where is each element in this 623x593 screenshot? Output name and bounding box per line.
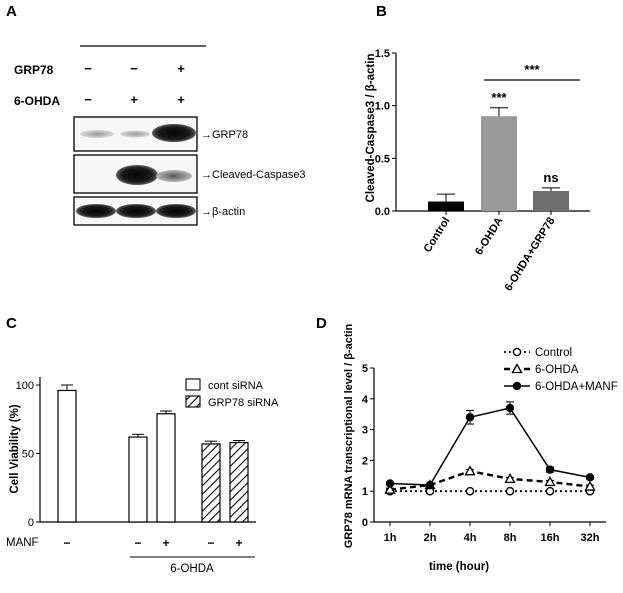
blot-label-beta-actin: →β-actin	[201, 206, 245, 218]
data-point	[464, 465, 476, 476]
manf-sign: −	[63, 536, 70, 550]
sign: +	[177, 61, 185, 76]
x-tick-label: 16h	[541, 532, 560, 544]
sign: +	[130, 92, 138, 107]
x-tick-label: 6-OHDA	[473, 215, 506, 257]
y-tick-label: 2	[362, 455, 368, 467]
panel-b: B Cleaved-Caspase3 / β-actin 0.0 0.5 1.0 1.…	[365, 3, 590, 293]
panel-label-c: C	[6, 315, 17, 332]
panel-label-a: A	[6, 3, 17, 20]
sign: −	[84, 92, 92, 107]
panel-label-b: B	[376, 3, 387, 20]
y-tick-label: 50	[22, 449, 34, 461]
band	[80, 130, 114, 138]
y-axis-label-c: Cell Viability (%)	[9, 404, 21, 493]
data-point	[545, 486, 555, 496]
panel-d: D GRP78 mRNA transcriptional level / β-a…	[316, 315, 618, 573]
bar	[128, 436, 148, 523]
data-point	[385, 479, 395, 488]
band	[76, 204, 116, 218]
sign: −	[84, 61, 92, 76]
significance-mark: ns	[543, 170, 558, 185]
data-point	[465, 413, 475, 422]
row-label-6ohda: 6-OHDA	[14, 94, 60, 108]
manf-sign: +	[235, 536, 242, 550]
x-tick-label: 2h	[424, 532, 437, 544]
x-tick-label: 4h	[464, 532, 477, 544]
data-point	[584, 480, 596, 491]
data-point	[585, 473, 595, 482]
y-tick-label: 0	[362, 517, 368, 529]
data-point	[465, 486, 475, 496]
y-tick-label: 0.5	[375, 153, 390, 165]
y-tick-label: 100	[16, 380, 34, 392]
data-point	[512, 381, 522, 391]
group-label-6ohda: 6-OHDA	[170, 563, 214, 575]
legend-label: cont siRNA	[208, 380, 264, 392]
panel-label-d: D	[316, 315, 327, 332]
series-line	[389, 407, 591, 486]
x-tick-label: 8h	[504, 532, 517, 544]
band	[156, 170, 192, 182]
bar	[533, 190, 569, 211]
bar	[481, 116, 517, 211]
data-point	[511, 363, 523, 374]
band	[156, 204, 196, 218]
data-point	[505, 486, 515, 496]
bar	[428, 201, 464, 211]
sign: −	[130, 61, 138, 76]
legend-label: Control	[535, 347, 572, 359]
y-tick-label: 5	[362, 363, 368, 375]
data-point	[384, 483, 396, 494]
band	[120, 130, 150, 138]
y-tick-label: 1.5	[375, 48, 390, 60]
y-tick-label: 1	[362, 486, 368, 498]
x-tick-label: 32h	[581, 532, 600, 544]
y-tick-label: 0.0	[375, 206, 390, 218]
y-axis-label-d: GRP78 mRNA transcriptional level / β-act…	[343, 323, 355, 548]
legend-swatch	[185, 378, 201, 391]
row-label-grp78: GRP78	[14, 63, 54, 77]
band	[152, 124, 196, 142]
band	[116, 204, 156, 218]
legend-label: 6-OHDA	[535, 364, 579, 376]
manf-sign: −	[207, 536, 214, 550]
significance-mark: ***	[524, 62, 540, 77]
y-tick-label: 3	[362, 425, 368, 437]
blot-label-cleaved-caspase3: →Cleaved-Caspase3	[201, 169, 306, 181]
y-tick-label: 4	[362, 394, 369, 406]
x-tick-label: 6-OHDA+GRP78	[502, 215, 557, 293]
series-line	[389, 469, 591, 491]
x-axis-label-d: time (hour)	[429, 561, 489, 573]
bar	[229, 441, 249, 523]
panel-c: C Cell Viability (%) MANF 6-OHDA 0 50 100 c…	[6, 315, 279, 575]
legend-label: GRP78 siRNA	[208, 397, 279, 409]
data-point	[505, 403, 515, 413]
bar	[57, 389, 77, 523]
band	[116, 165, 158, 185]
data-point	[544, 476, 556, 487]
panel-a: A GRP78 − − + 6-OHDA − + + →GRP78 →Cleav…	[6, 3, 306, 226]
bar	[201, 443, 221, 523]
manf-sign: +	[162, 536, 169, 550]
legend-label: 6-OHDA+MANF	[535, 381, 618, 393]
bar	[156, 413, 176, 523]
manf-sign: −	[134, 536, 141, 550]
y-tick-label: 0	[28, 517, 34, 529]
data-point	[504, 473, 516, 484]
y-tick-label: 1.0	[375, 101, 390, 113]
x-tick-label: Control	[422, 215, 453, 255]
blot-label-grp78: →GRP78	[201, 129, 248, 141]
legend-swatch	[185, 395, 201, 408]
data-point	[425, 480, 435, 490]
significance-mark: ***	[491, 90, 507, 105]
y-axis-label-b: Cleaved-Caspase3 / β-actin	[365, 54, 377, 203]
data-point	[545, 465, 555, 474]
manf-label: MANF	[6, 537, 39, 549]
sign: +	[177, 92, 185, 107]
data-point	[512, 347, 522, 357]
x-tick-label: 1h	[384, 532, 397, 544]
